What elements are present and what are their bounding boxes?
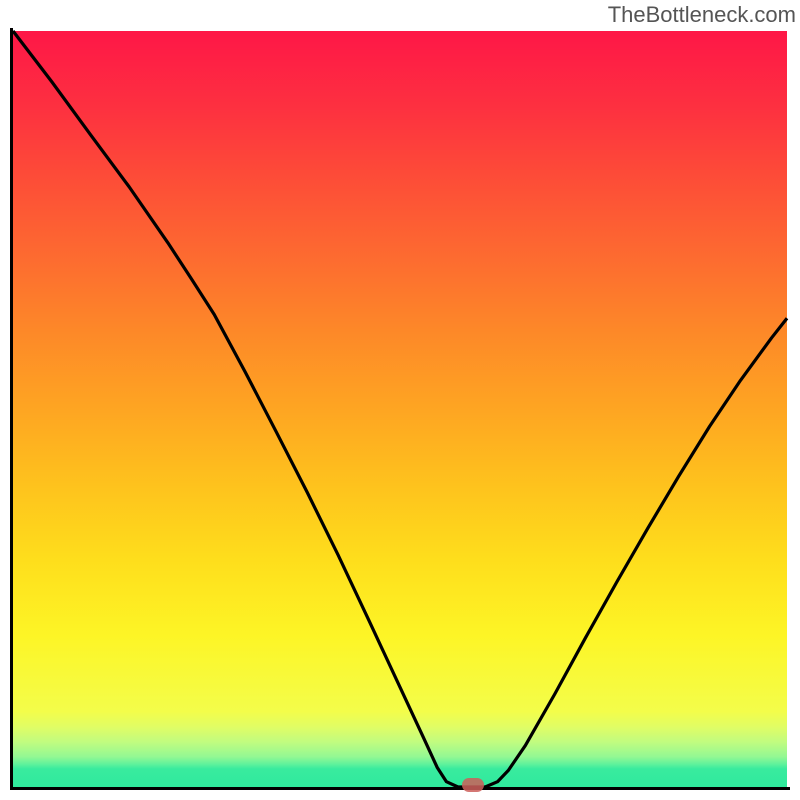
watermark-text: TheBottleneck.com <box>608 2 796 28</box>
x-axis-line <box>10 787 790 790</box>
bottleneck-marker <box>462 778 484 792</box>
curve-path <box>13 31 787 787</box>
curve-svg-layer <box>13 31 787 787</box>
